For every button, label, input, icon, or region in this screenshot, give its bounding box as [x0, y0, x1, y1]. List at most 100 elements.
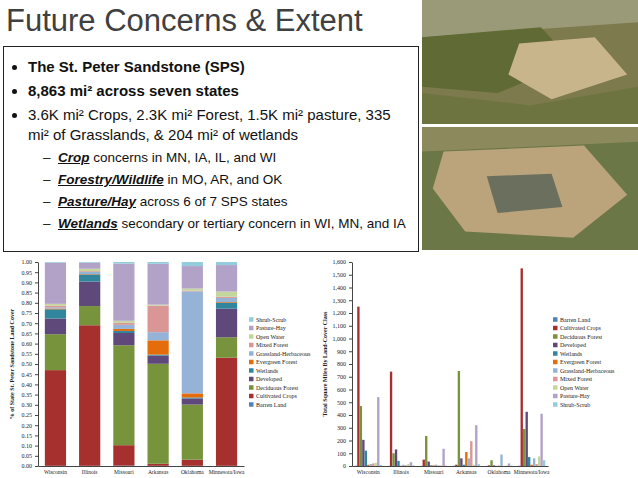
tick-label: 500 — [337, 400, 346, 406]
legend-item: Shrub-Scrub — [553, 402, 590, 408]
axis-line — [39, 466, 245, 467]
legend-swatch — [553, 334, 558, 339]
tick-label: 0.75 — [22, 310, 33, 316]
legend-item: Developed — [249, 376, 282, 382]
bar-segment — [45, 370, 66, 466]
tick-mark — [35, 374, 38, 375]
legend-swatch — [249, 402, 254, 407]
y-tick: 1,000 — [333, 336, 353, 342]
legend-swatch — [249, 334, 254, 339]
tick-label: Minnesota/Iowa — [209, 469, 245, 475]
axis-line — [352, 263, 353, 467]
tick-label: 700 — [337, 374, 346, 380]
bar-segment — [79, 263, 100, 269]
bar-segment — [79, 269, 100, 271]
legend-swatch — [249, 360, 254, 365]
photo — [422, 127, 638, 250]
bar — [387, 465, 389, 466]
bar — [367, 465, 369, 466]
bar-segment — [113, 264, 134, 321]
tick-label: 0.30 — [22, 402, 33, 408]
tick-mark — [349, 364, 352, 365]
y-tick: 0.55 — [22, 351, 39, 357]
bar — [445, 465, 447, 466]
y-tick: 0.70 — [22, 321, 39, 327]
legend-item: Grassland-Herbaceous — [553, 368, 615, 374]
legend-swatch — [249, 351, 254, 356]
tick-label: Illinois — [393, 469, 409, 475]
x-tick: Minnesota/Iowa — [209, 469, 245, 475]
y-tick: 1,100 — [333, 323, 353, 329]
y-tick: 1,200 — [333, 310, 353, 316]
tick-label: 0.10 — [22, 443, 33, 449]
legend-swatch — [553, 394, 558, 399]
y-tick: 1,300 — [333, 298, 353, 304]
bar — [410, 462, 412, 466]
bar — [530, 465, 532, 466]
tick-mark — [349, 428, 352, 429]
y-tick: 1.00 — [22, 259, 39, 265]
tick-label: 0.70 — [22, 321, 33, 327]
tick-mark — [349, 300, 352, 301]
photo — [422, 0, 638, 124]
legend-label: Developed — [560, 342, 586, 348]
bar — [458, 371, 460, 466]
bar-segment — [182, 397, 203, 398]
tick-mark — [35, 384, 38, 385]
bar — [355, 465, 357, 466]
bar — [442, 449, 444, 466]
tick-label: Oklahoma — [181, 469, 204, 475]
bar-segment — [45, 262, 66, 263]
tick-label: 800 — [337, 361, 346, 367]
bar — [478, 464, 480, 466]
chart: 01002003004005006007008009001,0001,1001,… — [322, 259, 615, 474]
tick-label: 1,200 — [333, 310, 347, 316]
tick-label: 1,000 — [333, 336, 347, 342]
tick-label: 0.80 — [22, 300, 33, 306]
bar-segment — [148, 332, 169, 340]
bar — [543, 460, 545, 466]
bar — [505, 465, 507, 466]
bar — [372, 463, 374, 466]
bar-segment — [216, 309, 237, 338]
bar-segment — [113, 262, 134, 264]
legend-label: Open Water — [256, 334, 285, 340]
bar-segment — [113, 329, 134, 331]
bar-segment — [45, 263, 66, 304]
bar-segment — [216, 358, 237, 466]
tick-mark — [349, 377, 352, 378]
tick-label: 1,400 — [333, 285, 347, 291]
bar-segment — [216, 262, 237, 265]
bar — [405, 465, 407, 466]
tick-mark — [35, 456, 38, 457]
tick-mark — [349, 390, 352, 391]
legend-item: Wetlands — [249, 368, 279, 374]
legend: Shrub-ScrubPasture-HayOpen WaterMixed Fo… — [249, 317, 311, 408]
bar-segment — [113, 323, 134, 325]
bar — [498, 465, 500, 466]
y-tick: 1,600 — [333, 259, 353, 265]
photo-shape — [487, 174, 563, 213]
bar — [533, 458, 535, 466]
tick-mark — [349, 275, 352, 276]
bar — [430, 465, 432, 466]
y-tick: 300 — [337, 425, 352, 431]
legend-label: Shrub-Scrub — [560, 402, 590, 408]
bullet: The St. Peter Sandstone (SPS) — [28, 57, 412, 77]
bar — [500, 455, 502, 466]
photo-shape — [422, 87, 638, 124]
bar — [402, 465, 404, 466]
y-tick: 0.50 — [22, 361, 39, 367]
legend-item: Pasture-Hay — [553, 393, 590, 399]
legend-label: Barren Land — [560, 317, 590, 323]
bar-segment — [216, 337, 237, 357]
sub-bullet-text: concerns in MN, IA, IL, and WI — [90, 150, 277, 165]
bar-segment — [113, 331, 134, 333]
bar-segment — [182, 460, 203, 466]
bar-segment — [113, 345, 134, 445]
sub-bullet: Wetlands secondary or tertiary concern i… — [58, 215, 412, 233]
tick-label: 0.25 — [22, 412, 33, 418]
tick-label: 300 — [337, 425, 346, 431]
legend-item: Mixed Forest — [249, 342, 288, 348]
legend-item: Shrub-Scrub — [249, 317, 286, 323]
